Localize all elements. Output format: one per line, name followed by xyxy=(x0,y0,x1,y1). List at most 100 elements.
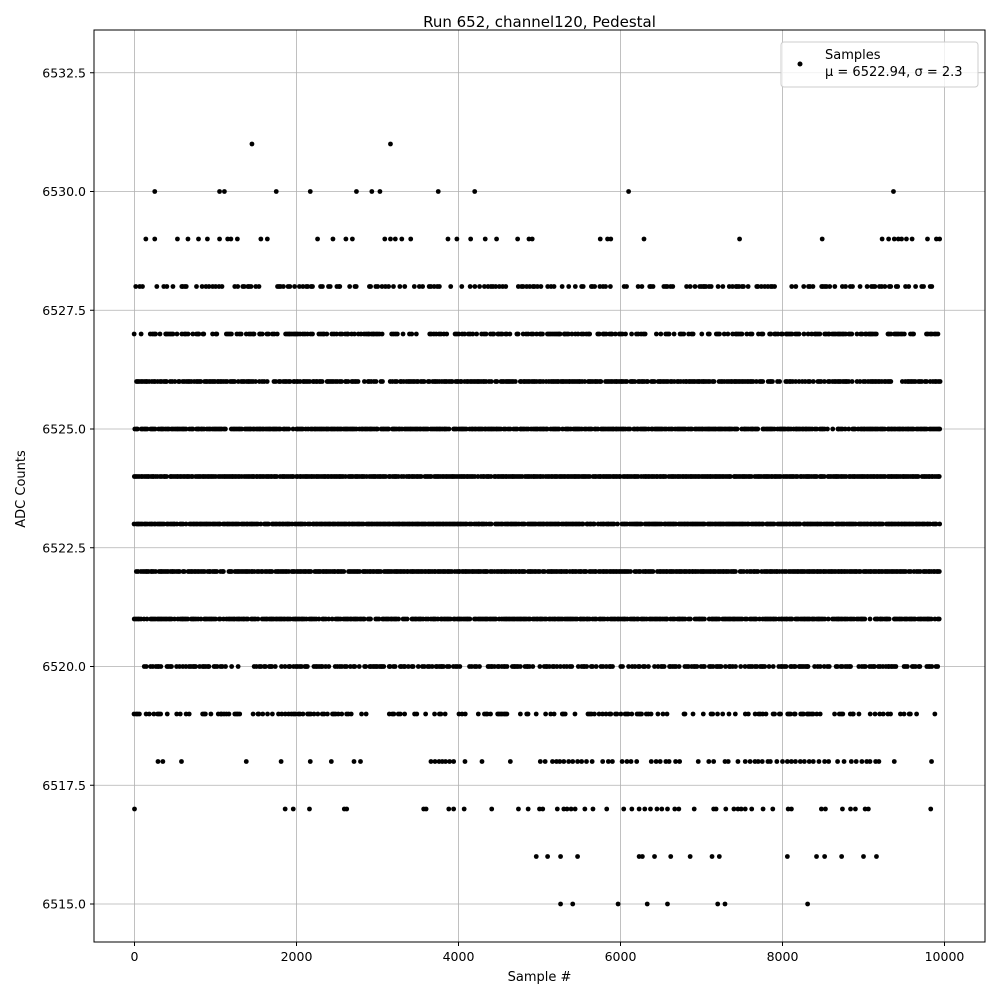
sample-point xyxy=(251,331,257,337)
sample-point xyxy=(888,379,894,384)
sample-point xyxy=(181,569,187,574)
sample-point xyxy=(152,189,158,194)
sample-point xyxy=(491,331,497,337)
sample-point xyxy=(572,284,578,289)
sample-point xyxy=(368,616,373,622)
sample-point xyxy=(264,379,270,384)
sample-point xyxy=(530,331,536,337)
sample-point xyxy=(755,284,761,289)
sample-point xyxy=(909,236,915,242)
sample-point xyxy=(731,806,737,812)
sample-point xyxy=(402,664,408,669)
sample-point xyxy=(886,236,892,242)
sample-point xyxy=(429,664,435,669)
sample-point xyxy=(741,284,746,289)
sample-point xyxy=(575,664,581,669)
sample-point xyxy=(494,236,499,242)
sample-point xyxy=(699,331,705,337)
sample-point xyxy=(665,901,670,907)
sample-point xyxy=(723,664,728,669)
sample-point xyxy=(402,711,408,717)
sample-point xyxy=(670,284,676,289)
sample-point xyxy=(459,284,465,289)
sample-point xyxy=(264,236,270,242)
sample-point xyxy=(805,664,811,669)
sample-point xyxy=(727,474,733,479)
sample-point xyxy=(279,664,284,669)
sample-point xyxy=(701,521,707,527)
sample-point xyxy=(624,284,629,289)
sample-point xyxy=(575,331,581,337)
sample-point xyxy=(593,664,599,669)
sample-point xyxy=(695,759,701,764)
sample-point xyxy=(677,759,683,764)
sample-point xyxy=(493,616,499,622)
sample-point xyxy=(378,569,384,574)
sample-point xyxy=(525,806,531,812)
sample-point xyxy=(492,664,497,669)
sample-point xyxy=(172,616,177,622)
sample-point xyxy=(706,759,712,764)
sample-point xyxy=(822,759,828,764)
sample-point xyxy=(292,284,298,289)
sample-point xyxy=(557,664,563,669)
sample-point xyxy=(735,759,741,764)
sample-point xyxy=(715,284,721,289)
sample-point xyxy=(442,711,448,717)
sample-point xyxy=(928,616,934,622)
sample-point xyxy=(214,664,220,669)
sample-point xyxy=(177,569,182,574)
sample-point xyxy=(753,379,759,384)
sample-point xyxy=(810,711,816,717)
sample-point xyxy=(583,569,589,574)
sample-point xyxy=(258,521,264,527)
sample-point xyxy=(715,901,721,907)
sample-point xyxy=(217,236,222,242)
sample-point xyxy=(789,759,794,764)
sample-point xyxy=(692,284,698,289)
sample-point xyxy=(397,711,403,717)
y-tick-label: 6525.0 xyxy=(42,422,86,437)
sample-point xyxy=(796,379,802,384)
sample-point xyxy=(533,711,539,717)
sample-point xyxy=(825,616,831,622)
y-tick-label: 6530.0 xyxy=(42,184,86,199)
sample-point xyxy=(361,379,367,384)
sample-point xyxy=(722,901,728,907)
sample-point xyxy=(758,284,764,289)
sample-point xyxy=(381,664,387,669)
sample-point xyxy=(937,521,943,527)
sample-point xyxy=(394,331,400,337)
x-tick-label: 6000 xyxy=(605,949,637,964)
sample-point xyxy=(305,284,311,289)
sample-point xyxy=(822,854,828,859)
sample-point xyxy=(446,426,452,432)
sample-point xyxy=(310,284,315,289)
sample-point xyxy=(888,284,894,289)
sample-point xyxy=(144,426,150,432)
sample-point xyxy=(570,759,576,764)
sample-point xyxy=(584,664,590,669)
sample-point xyxy=(504,711,510,717)
sample-point xyxy=(747,759,753,764)
sample-point xyxy=(176,379,182,384)
sample-point xyxy=(399,236,405,242)
sample-point xyxy=(259,331,265,337)
sample-point xyxy=(351,759,357,764)
sample-point xyxy=(850,711,856,717)
sample-point xyxy=(621,806,627,812)
sample-point xyxy=(659,806,665,812)
sample-point xyxy=(664,711,670,717)
sample-point xyxy=(164,379,169,384)
sample-point xyxy=(205,236,210,242)
sample-point xyxy=(874,854,879,859)
sample-point xyxy=(386,284,392,289)
sample-point xyxy=(183,426,189,432)
sample-point xyxy=(742,664,748,669)
sample-point xyxy=(269,664,275,669)
sample-point xyxy=(140,284,145,289)
sample-point xyxy=(152,426,158,432)
sample-point xyxy=(663,474,668,479)
sample-point xyxy=(608,711,614,717)
sample-point xyxy=(290,806,296,812)
